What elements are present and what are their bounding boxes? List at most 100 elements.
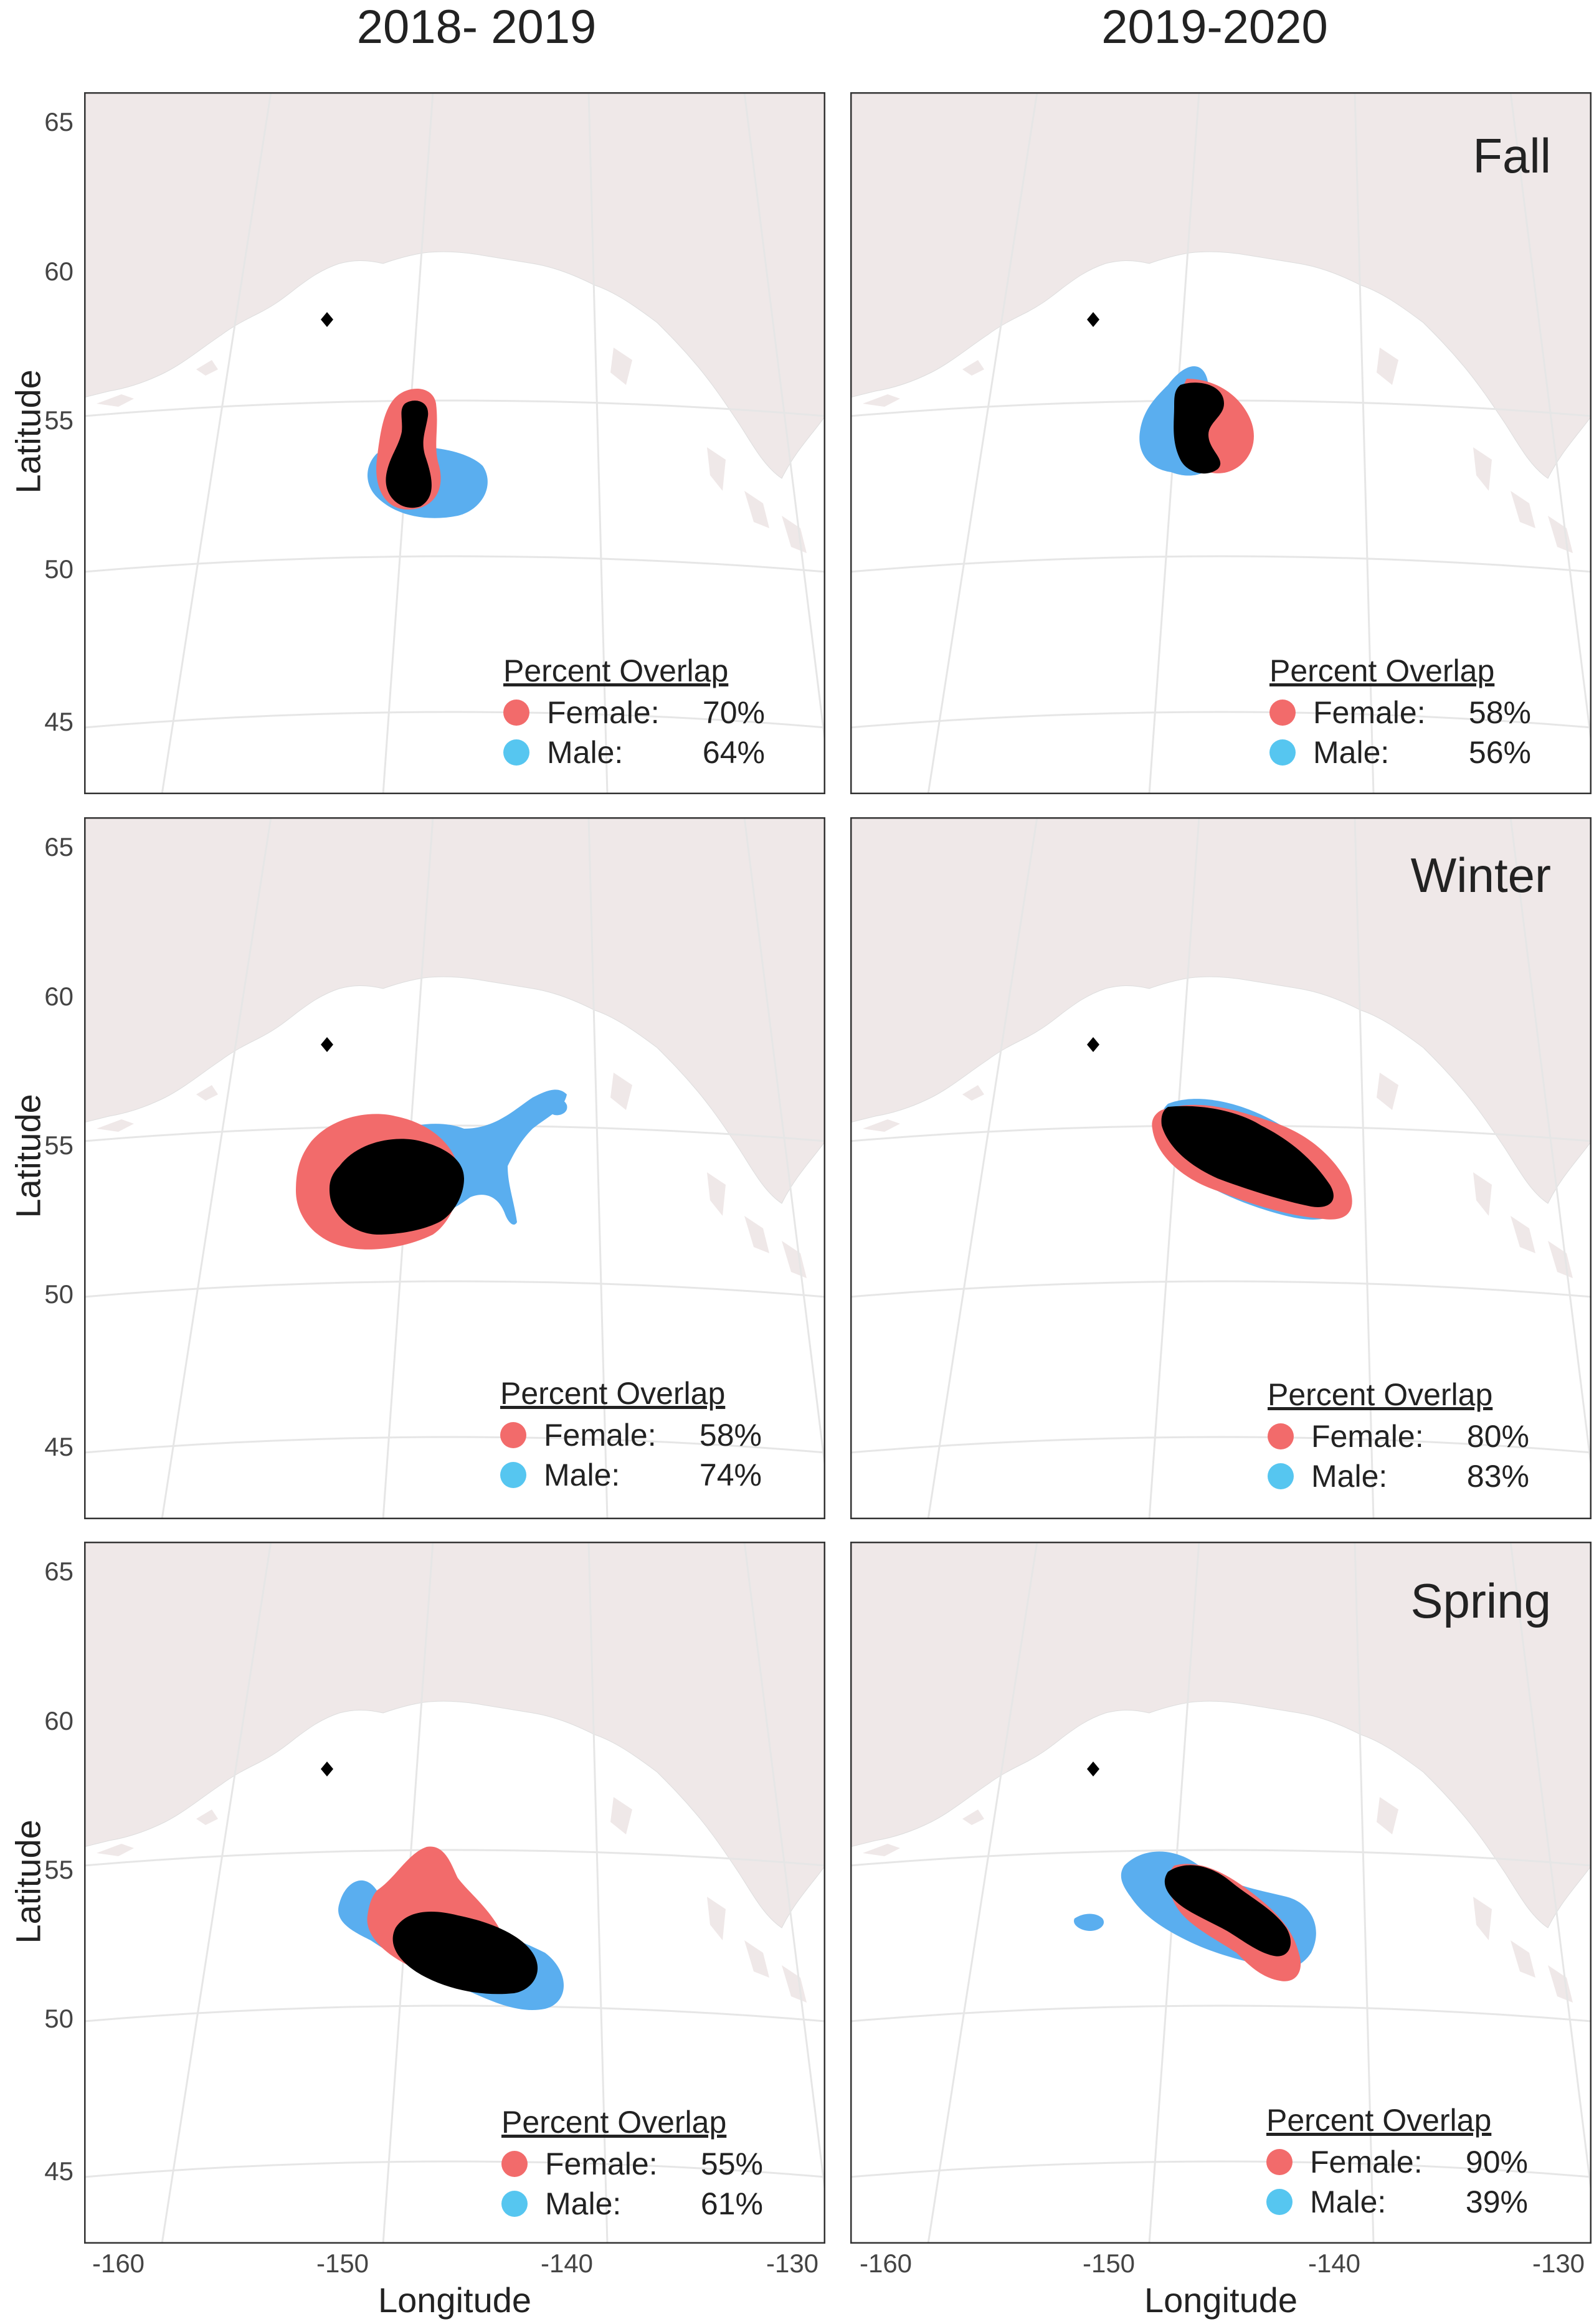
legend-fall-2018-2019: Percent Overlap Female: 70% Male: 64% bbox=[503, 653, 802, 772]
map-panel-spring-2019-2020 bbox=[850, 1542, 1592, 2244]
panel-border bbox=[850, 817, 1592, 1519]
island bbox=[97, 394, 134, 407]
island bbox=[1377, 348, 1398, 385]
graticule-latitude bbox=[850, 711, 1592, 729]
graticule-latitude bbox=[84, 1124, 825, 1142]
x-tick-minus150: -150 bbox=[1082, 2249, 1136, 2278]
legend-title: Percent Overlap bbox=[1268, 1377, 1493, 1412]
female-dot-icon bbox=[503, 700, 529, 726]
island bbox=[962, 1085, 984, 1101]
map-panel-winter-2019-2020 bbox=[850, 817, 1592, 1519]
male-dot-icon bbox=[501, 2191, 528, 2217]
male-dot-icon bbox=[1268, 1463, 1294, 1489]
graticule-longitude bbox=[161, 817, 272, 1519]
y-tick-50: 50 bbox=[44, 1279, 74, 1309]
island bbox=[962, 1809, 984, 1825]
overlap-range-polygon bbox=[392, 1912, 538, 1994]
island bbox=[707, 447, 726, 491]
y-tick-65: 65 bbox=[44, 832, 74, 861]
legend-winter-2018-2019: Percent Overlap Female: 58% Male: 74% bbox=[500, 1375, 799, 1495]
male-percent: 74% bbox=[699, 1458, 762, 1492]
legend-title: Percent Overlap bbox=[503, 653, 729, 688]
female-percent: 70% bbox=[702, 695, 765, 730]
male-dot-icon bbox=[503, 739, 529, 766]
graticule-latitude bbox=[84, 1436, 825, 1454]
island bbox=[196, 1085, 218, 1101]
x-axis-label-right: Longitude bbox=[1144, 2280, 1297, 2320]
island bbox=[744, 491, 769, 528]
island bbox=[863, 1844, 900, 1856]
graticule-longitude bbox=[587, 817, 609, 1519]
panel-border bbox=[84, 92, 825, 794]
female-percent: 58% bbox=[1468, 695, 1531, 730]
diamond-marker-icon bbox=[321, 1037, 333, 1052]
column-title-2019-2020: 2019-2020 bbox=[1101, 1, 1328, 54]
female-label: Female: bbox=[1310, 2145, 1423, 2179]
graticule-longitude bbox=[1354, 1542, 1375, 2244]
island bbox=[97, 1844, 134, 1856]
male-range-fragment bbox=[547, 1099, 567, 1116]
graticule-longitude bbox=[587, 92, 609, 794]
overlap-range-polygon bbox=[386, 401, 432, 508]
male-label: Male: bbox=[545, 2186, 622, 2221]
graticule-longitude bbox=[927, 1542, 1038, 2244]
y-tick-55: 55 bbox=[44, 1855, 74, 1884]
legend-title: Percent Overlap bbox=[1266, 2103, 1492, 2138]
y-tick-45: 45 bbox=[44, 707, 74, 736]
male-label: Male: bbox=[1310, 2184, 1387, 2219]
island bbox=[1511, 491, 1535, 528]
island bbox=[863, 394, 900, 407]
island bbox=[196, 360, 218, 376]
male-range-fragment bbox=[1074, 1914, 1104, 1931]
male-dot-icon bbox=[1269, 739, 1296, 766]
female-dot-icon bbox=[500, 1422, 526, 1448]
season-label-winter: Winter bbox=[1410, 848, 1551, 903]
y-tick-45: 45 bbox=[44, 1432, 74, 1461]
overlap-range-polygon bbox=[1174, 382, 1224, 474]
overlap-range-polygon bbox=[1161, 1106, 1334, 1207]
female-label: Female: bbox=[547, 695, 660, 730]
male-label: Male: bbox=[547, 735, 624, 770]
graticule-longitude bbox=[927, 817, 1038, 1519]
island bbox=[707, 1897, 726, 1940]
map-panel-fall-2018-2019 bbox=[84, 92, 825, 794]
y-tick-60: 60 bbox=[44, 257, 74, 286]
female-label: Female: bbox=[1311, 1419, 1424, 1454]
x-tick-minus140: -140 bbox=[1307, 2249, 1361, 2278]
legend-fall-2019-2020: Percent Overlap Female: 58% Male: 56% bbox=[1269, 653, 1568, 772]
legend-spring-2019-2020: Percent Overlap Female: 90% Male: 39% bbox=[1266, 2102, 1565, 2222]
island bbox=[744, 1216, 769, 1253]
graticule-longitude bbox=[1509, 817, 1592, 1477]
graticule-longitude bbox=[927, 92, 1038, 794]
x-tick-minus150: -150 bbox=[316, 2249, 369, 2278]
island bbox=[1377, 1073, 1398, 1110]
island bbox=[744, 1940, 769, 1978]
island bbox=[1473, 1897, 1492, 1940]
graticule-longitude bbox=[161, 1542, 272, 2244]
female-percent: 90% bbox=[1465, 2145, 1528, 2179]
graticule-latitude bbox=[850, 2004, 1592, 2023]
graticule-longitude bbox=[587, 1542, 609, 2244]
x-tick-minus140: -140 bbox=[540, 2249, 594, 2278]
legend-winter-2019-2020: Percent Overlap Female: 80% Male: 83% bbox=[1268, 1377, 1567, 1496]
male-dot-icon bbox=[500, 1462, 526, 1488]
island bbox=[610, 348, 632, 385]
male-percent: 56% bbox=[1468, 735, 1531, 770]
female-dot-icon bbox=[1268, 1423, 1294, 1449]
male-percent: 39% bbox=[1465, 2184, 1528, 2219]
island bbox=[1511, 1940, 1535, 1978]
x-tick-minus130: -130 bbox=[766, 2249, 819, 2278]
female-dot-icon bbox=[1266, 2149, 1293, 2175]
graticule-latitude bbox=[84, 555, 825, 573]
column-title-2018-2019: 2018- 2019 bbox=[356, 1, 597, 54]
female-label: Female: bbox=[545, 2146, 658, 2181]
y-tick-65: 65 bbox=[44, 107, 74, 136]
overlap-range-polygon bbox=[329, 1139, 464, 1235]
island bbox=[1377, 1797, 1398, 1834]
male-percent: 64% bbox=[702, 735, 765, 770]
x-tick-minus160: -160 bbox=[859, 2249, 913, 2278]
graticule-longitude bbox=[1509, 1542, 1592, 2201]
legend-title: Percent Overlap bbox=[1269, 653, 1495, 688]
island bbox=[196, 1809, 218, 1825]
